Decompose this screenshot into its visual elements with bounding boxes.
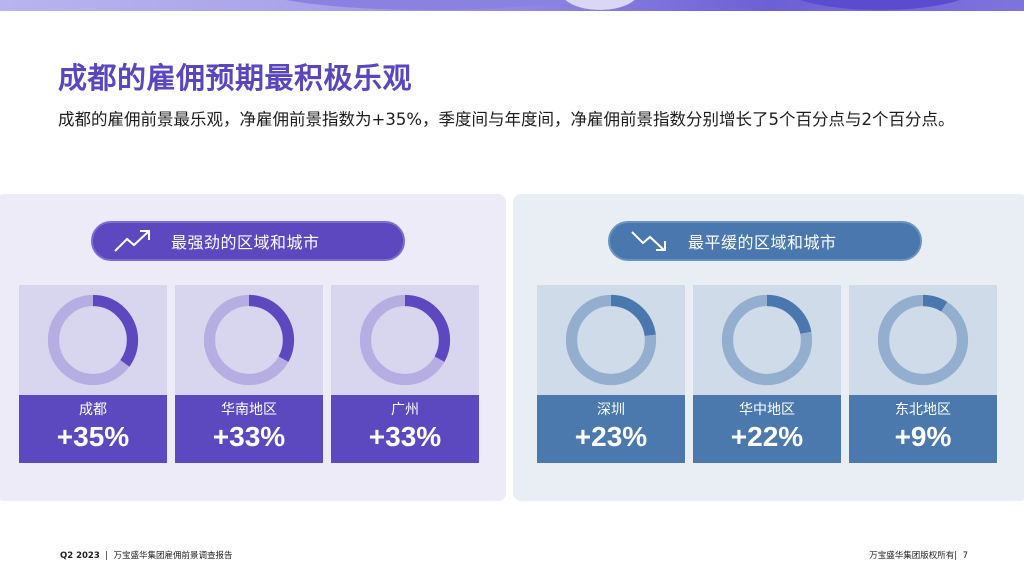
page-number: 7	[962, 551, 968, 561]
donut-chart	[47, 294, 139, 386]
donut-value-arc	[721, 294, 813, 386]
donut-value-arc	[877, 294, 969, 386]
donut-chart	[203, 294, 295, 386]
region-name: 华中地区	[739, 402, 795, 418]
region-name: 深圳	[597, 402, 625, 418]
donut-value-arc	[203, 294, 295, 386]
donut-value-arc	[359, 294, 451, 386]
region-value: +33%	[368, 421, 442, 452]
footer-report-info: Q2 2023 | 万宝盛华集团雇佣前景调查报告	[60, 549, 232, 561]
donut-chart	[565, 294, 657, 386]
region-value: +23%	[574, 421, 648, 452]
donut-value-arc	[47, 294, 139, 386]
region-value: +35%	[56, 421, 130, 452]
footer-copyright-info: 万宝盛华集团版权所有| 7	[869, 549, 968, 561]
footer-separator: |	[105, 551, 109, 561]
page-title: 成都的雇佣预期最积极乐观	[58, 61, 413, 95]
region-name: 广州	[391, 402, 419, 418]
footer-copyright: 万宝盛华集团版权所有|	[869, 551, 958, 561]
trend-down-icon	[631, 231, 666, 251]
region-value: +33%	[212, 421, 286, 452]
page-subtitle: 成都的雇佣前景最乐观，净雇佣前景指数为+35%，季度间与年度间，净雇佣前景指数分…	[58, 110, 955, 129]
donut-track	[877, 294, 969, 386]
region-card-guangzhou: 广州 +33%	[331, 285, 479, 463]
footer-report-name: 万宝盛华集团雇佣前景调查报告	[113, 551, 233, 561]
region-name: 成都	[79, 402, 107, 418]
region-value: +22%	[730, 421, 804, 452]
strongest-header-label: 最强劲的区域和城市	[171, 233, 320, 252]
region-name: 东北地区	[895, 402, 951, 418]
donut-value-arc	[565, 294, 657, 386]
region-card-chengdu: 成都 +35%	[19, 285, 167, 463]
flattest-header-label: 最平缓的区域和城市	[688, 233, 837, 252]
region-card-northeast: 东北地区 +9%	[849, 285, 997, 463]
top-decorative-band	[0, 0, 1024, 11]
flattest-header: 最平缓的区域和城市	[608, 221, 922, 261]
donut-chart	[877, 294, 969, 386]
footer-period: Q2 2023	[60, 551, 100, 561]
trend-up-icon	[114, 230, 150, 252]
region-card-shenzhen: 深圳 +23%	[537, 285, 685, 463]
region-card-south-china: 华南地区 +33%	[175, 285, 323, 463]
donut-chart	[359, 294, 451, 386]
strongest-header: 最强劲的区域和城市	[91, 221, 405, 261]
donut-chart	[721, 294, 813, 386]
region-value: +9%	[894, 421, 952, 452]
region-card-central-china: 华中地区 +22%	[693, 285, 841, 463]
region-name: 华南地区	[221, 402, 277, 418]
